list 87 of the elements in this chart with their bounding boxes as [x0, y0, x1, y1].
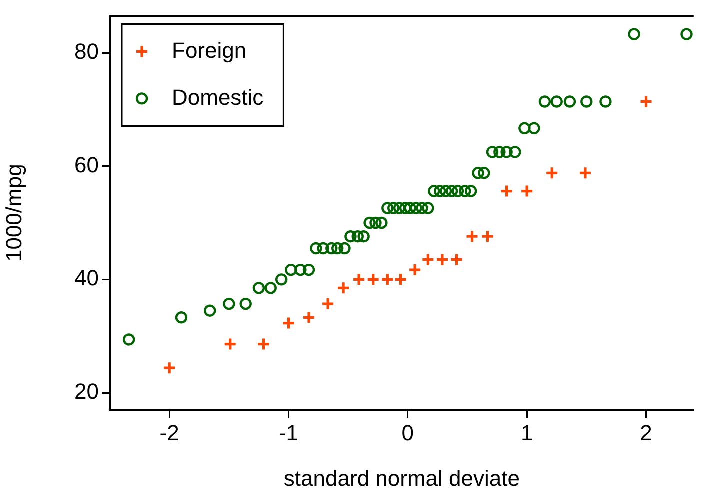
point — [639, 94, 654, 109]
point — [380, 272, 394, 286]
point — [352, 272, 366, 286]
point — [310, 242, 322, 255]
point — [545, 166, 559, 180]
point — [282, 316, 296, 330]
point — [394, 272, 408, 286]
point — [550, 96, 563, 108]
point — [294, 264, 307, 276]
point — [436, 253, 450, 267]
point — [256, 337, 271, 352]
point — [580, 96, 593, 108]
point — [388, 202, 400, 214]
point — [404, 202, 416, 214]
point — [336, 281, 350, 295]
point — [399, 202, 412, 214]
point — [600, 96, 612, 108]
point — [370, 216, 382, 230]
y-axis-title: 1000/mpg — [1, 164, 26, 262]
point — [302, 264, 316, 276]
point — [452, 185, 464, 198]
point — [393, 202, 406, 214]
point — [518, 122, 531, 134]
point — [421, 253, 435, 267]
point — [240, 298, 252, 310]
point — [628, 28, 640, 40]
point — [338, 242, 351, 255]
point — [285, 264, 298, 276]
point — [528, 122, 540, 134]
x-tick-label: -2 — [160, 420, 180, 446]
point — [459, 185, 472, 198]
point — [358, 230, 370, 243]
point — [162, 361, 176, 375]
point — [382, 202, 394, 214]
point — [680, 28, 693, 40]
legend-label: Foreign — [172, 38, 247, 63]
point — [344, 230, 357, 243]
point — [416, 202, 428, 214]
point — [366, 272, 380, 286]
point — [376, 216, 388, 230]
x-tick-label: 1 — [520, 420, 534, 446]
point — [352, 230, 364, 243]
point — [317, 242, 330, 255]
point — [509, 146, 522, 158]
point — [224, 337, 238, 352]
x-tick-label: -1 — [278, 420, 299, 446]
point — [472, 167, 484, 180]
point — [422, 202, 434, 214]
point — [410, 202, 422, 214]
point — [465, 230, 480, 244]
point — [364, 216, 376, 230]
point — [478, 167, 490, 180]
point — [538, 96, 552, 108]
point — [494, 146, 506, 158]
point — [321, 297, 335, 311]
point — [486, 146, 499, 158]
x-tick-label: 2 — [640, 420, 652, 446]
point — [480, 230, 495, 244]
point — [252, 282, 266, 294]
point — [122, 334, 136, 346]
y-tick-label: 40 — [74, 266, 99, 291]
point — [434, 185, 446, 198]
point — [520, 184, 534, 198]
x-tick-label: 0 — [402, 420, 414, 446]
point — [440, 185, 452, 198]
legend-label: Domestic — [172, 84, 264, 110]
y-tick-label: 80 — [74, 39, 99, 64]
point — [204, 304, 216, 317]
point — [446, 185, 458, 198]
point — [223, 298, 236, 310]
point — [275, 274, 288, 286]
point — [408, 263, 422, 277]
point — [302, 310, 316, 324]
point — [332, 242, 344, 255]
point — [578, 166, 592, 180]
point — [450, 253, 464, 267]
x-axis-title: standard normal deviate — [284, 466, 520, 491]
y-tick-label: 20 — [74, 379, 99, 404]
point — [500, 146, 513, 158]
point — [428, 185, 440, 198]
point — [500, 184, 514, 198]
point — [264, 282, 277, 294]
point — [464, 185, 478, 198]
point — [175, 312, 188, 324]
point — [326, 242, 338, 255]
point — [564, 96, 576, 108]
y-tick-label: 60 — [74, 152, 99, 178]
